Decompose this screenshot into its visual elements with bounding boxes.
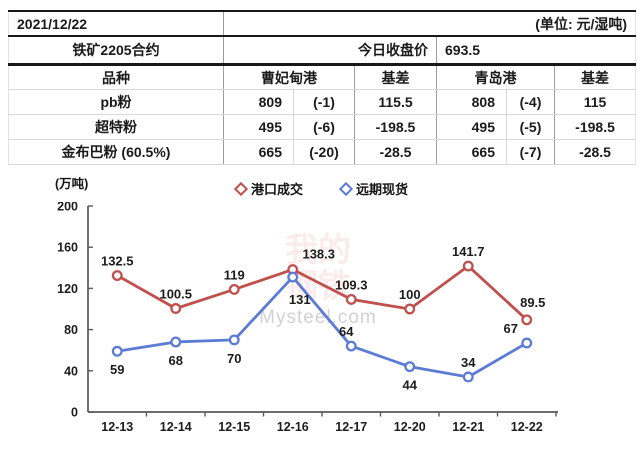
x-tick-label: 12-16 — [277, 420, 309, 434]
chart-svg: 0 40 80 120 160 200 12-13 12-14 12-15 12-16 12-17 1… — [57, 202, 558, 434]
col-header-basis-1: 基差 — [354, 64, 437, 90]
caofeidian-basis: 115.5 — [354, 89, 437, 115]
x-tick-label: 12-13 — [101, 420, 133, 434]
table-row: 金布巴粉 (60.5%) 665 (-20) -28.5 665 (-7) -2… — [8, 139, 636, 165]
legend-item-forward-spot: 远期现货 — [338, 179, 409, 198]
data-point — [521, 314, 533, 326]
table-row: pb粉 809 (-1) 115.5 808 (-4) 115 — [8, 89, 636, 115]
data-point — [228, 334, 240, 346]
y-tick-label: 80 — [64, 323, 78, 337]
data-label: 64 — [339, 324, 354, 339]
data-label: 141.7 — [452, 244, 485, 259]
y-tick-label: 0 — [71, 406, 78, 420]
close-price-label: 今日收盘价 — [223, 36, 437, 66]
table-header-row: 品种 曹妃甸港 基差 青岛港 基差 — [8, 64, 636, 90]
blue-diamond-icon — [338, 181, 354, 196]
variety-name: pb粉 — [8, 89, 224, 115]
caofeidian-change: (-20) — [293, 139, 355, 165]
data-label: 34 — [461, 355, 476, 370]
data-point — [462, 371, 474, 383]
data-point — [228, 283, 240, 295]
caofeidian-price: 809 — [223, 89, 294, 115]
x-tick-label: 12-15 — [218, 420, 250, 434]
table-row: 超特粉 495 (-6) -198.5 495 (-5) -198.5 — [8, 114, 636, 140]
qingdao-change: (-4) — [506, 89, 555, 115]
qingdao-basis: -28.5 — [553, 139, 636, 165]
series-line-0 — [116, 264, 528, 321]
qingdao-change: (-5) — [506, 114, 555, 140]
qingdao-price: 808 — [436, 89, 507, 115]
red-diamond-icon — [233, 181, 249, 196]
data-label: 89.5 — [520, 295, 545, 310]
legend-item-port-deals: 港口成交 — [233, 179, 303, 198]
unit-note: (单位: 元/湿吨) — [222, 10, 636, 37]
data-point — [111, 345, 123, 357]
chart-legend: 港口成交 远期现货 — [88, 179, 556, 198]
legend-label: 远期现货 — [356, 182, 409, 197]
caofeidian-basis: -28.5 — [354, 139, 437, 165]
data-label: 59 — [110, 362, 124, 377]
data-label: 100.5 — [159, 286, 192, 301]
data-point — [462, 260, 474, 272]
qingdao-change: (-7) — [506, 139, 555, 165]
data-label: 70 — [227, 351, 241, 366]
col-header-qingdao: 青岛港 — [436, 64, 555, 90]
qingdao-price: 665 — [436, 139, 507, 165]
y-tick-label: 120 — [57, 282, 78, 296]
chart-section: (万吨) 港口成交 远期现货 我的钢铁 Mysteel.com 0 40 80 120… — [0, 160, 641, 451]
data-label: 131 — [289, 292, 311, 307]
contract-row: 铁矿2205合约 今日收盘价 693.5 — [8, 36, 636, 66]
qingdao-basis: -198.5 — [553, 114, 636, 140]
data-label: 100 — [399, 287, 421, 302]
caofeidian-price: 665 — [223, 139, 294, 165]
qingdao-basis: 115 — [553, 89, 636, 115]
data-point — [111, 270, 123, 281]
y-tick-label: 40 — [64, 364, 78, 378]
data-label: 119 — [224, 267, 245, 282]
x-tick-label: 12-14 — [160, 420, 192, 434]
data-label: 44 — [403, 378, 418, 393]
date-row: 2021/12/22 (单位: 元/湿吨) — [8, 10, 636, 37]
caofeidian-basis: -198.5 — [354, 114, 437, 140]
report-date: 2021/12/22 — [8, 10, 224, 37]
col-header-caofeidian: 曹妃甸港 — [223, 64, 355, 90]
caofeidian-change: (-1) — [293, 89, 355, 115]
x-tick-label: 12-20 — [394, 420, 426, 434]
series-line-1 — [117, 275, 528, 379]
col-header-variety: 品种 — [8, 64, 224, 90]
data-point — [404, 303, 416, 315]
price-table: 2021/12/22 (单位: 元/湿吨) 铁矿2205合约 今日收盘价 693… — [8, 10, 637, 165]
data-point — [345, 340, 357, 352]
data-point — [521, 337, 533, 349]
close-price-value: 693.5 — [435, 36, 636, 66]
data-point — [170, 303, 182, 314]
data-point — [404, 361, 416, 373]
x-tick-label: 12-17 — [335, 420, 367, 434]
data-label: 132.5 — [101, 254, 134, 269]
data-label: 109.3 — [335, 277, 368, 292]
y-axis-unit-label: (万吨) — [55, 177, 89, 191]
qingdao-price: 495 — [436, 114, 507, 140]
variety-name: 超特粉 — [8, 114, 224, 140]
contract-name: 铁矿2205合约 — [8, 36, 224, 66]
data-label: 138.3 — [302, 247, 335, 262]
x-tick-label: 12-22 — [511, 420, 543, 434]
data-point — [345, 293, 357, 305]
y-tick-label: 160 — [57, 241, 78, 255]
caofeidian-change: (-6) — [293, 114, 355, 140]
data-point — [170, 336, 182, 348]
data-label: 68 — [169, 353, 183, 368]
y-tick-label: 200 — [57, 202, 78, 214]
col-header-basis-2: 基差 — [553, 64, 636, 90]
data-label: 67 — [504, 321, 518, 336]
legend-label: 港口成交 — [250, 182, 303, 197]
variety-name: 金布巴粉 (60.5%) — [8, 139, 224, 165]
data-point — [287, 271, 299, 283]
caofeidian-price: 495 — [223, 114, 294, 140]
x-tick-label: 12-21 — [452, 420, 484, 434]
